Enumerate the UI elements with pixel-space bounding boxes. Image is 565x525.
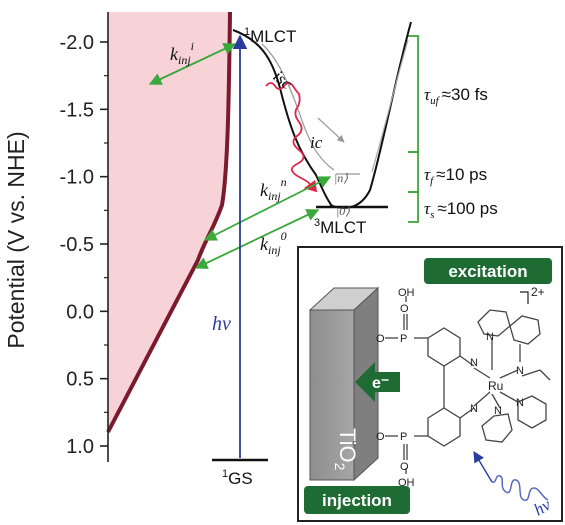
tau-f-label: τf ≈10 ps (424, 165, 487, 187)
ic-label: ic (310, 133, 323, 152)
kinj-n-sup: n (281, 175, 287, 189)
photon-wave (491, 475, 549, 501)
kinj-i-sub: inj (178, 53, 191, 67)
excitation-label: excitation (448, 262, 527, 281)
mlct3-sup: 3 (314, 217, 320, 229)
conduction-band-fill (108, 12, 230, 432)
gs-label: 1GS (222, 468, 253, 488)
photon-arrow (473, 451, 493, 483)
tau-uf-sub: uf (430, 95, 441, 107)
electron-arrow (355, 362, 400, 402)
tau-uf-val: ≈30 fs (442, 85, 488, 104)
kinj-0-label: kinj0 (260, 229, 287, 257)
atom-n3: N (486, 331, 494, 343)
injection-label: injection (322, 491, 392, 510)
vib-n-label: |n⟩ (334, 171, 348, 185)
injection-arrow-i (148, 43, 237, 85)
tio2-sub: 2 (332, 463, 348, 471)
mlct3-text: MLCT (320, 218, 366, 237)
tau-f-sym: τ (424, 165, 431, 184)
tau-s-sym: τ (424, 199, 431, 218)
mlct1-sup: 1 (244, 26, 250, 38)
timescale-brackets (408, 35, 419, 223)
tau-f-sub: f (430, 175, 435, 187)
charge-bracket (520, 291, 529, 304)
kinj-n-sub: inj (268, 189, 281, 203)
mlct1-label: 1MLCT (244, 26, 296, 46)
atom-o-bot: O (400, 461, 409, 473)
y-tick-label: -0.5 (60, 234, 94, 256)
y-tick-label: -1.5 (60, 99, 94, 121)
kinj-n-k: k (260, 180, 269, 200)
atom-n2: N (470, 403, 478, 415)
tau-uf-sym: τ (424, 85, 431, 104)
injection-badge (304, 486, 410, 514)
kinj-n-label: kinjn (260, 175, 287, 203)
tau-s-sub: s (430, 209, 434, 221)
gs-text: GS (228, 469, 253, 488)
inset-panel: excitation injection TiO2 e⁻ (297, 246, 563, 522)
charge-label: 2+ (531, 285, 545, 299)
atom-n4: N (516, 365, 524, 377)
atom-oh-bot: OH (398, 477, 415, 489)
electron-label: e⁻ (372, 375, 389, 392)
excitation-badge (424, 258, 552, 284)
atom-n1: N (470, 357, 478, 369)
atom-oh-top: OH (398, 287, 415, 299)
injection-arrow-0 (194, 209, 320, 269)
y-axis-label: Potential (V vs. NHE) (3, 131, 29, 348)
tio2-label: TiO2 (332, 428, 360, 471)
tau-s-val: ≈100 ps (437, 199, 497, 218)
mlct1-curve-gray (261, 43, 335, 171)
atom-n5: N (516, 397, 524, 409)
isc-wiggle-arrow (265, 82, 318, 193)
mlct3-well-inner (371, 39, 409, 173)
kinj-0-sub: inj (268, 243, 281, 257)
y-tick-label: -2.0 (60, 32, 94, 54)
y-tick-label: 0.5 (66, 369, 94, 391)
tau-s-label: τs ≈100 ps (424, 199, 498, 221)
tio2-main: TiO (335, 428, 360, 463)
kinj-0-k: k (260, 234, 269, 254)
y-axis-ticks: -2.0 -1.5 -1.0 -0.5 0.0 0.5 1.0 (60, 32, 108, 458)
gray-arrow-ic (317, 117, 345, 143)
y-tick-label: 1.0 (66, 436, 94, 458)
hv-label: hν (212, 313, 231, 335)
molecule-bonds (385, 296, 551, 474)
gs-sup: 1 (222, 468, 228, 480)
atom-n6: N (494, 405, 502, 417)
tau-f-val: ≈10 ps (436, 165, 487, 184)
atom-o-top: O (400, 303, 409, 315)
kinj-0-sup: 0 (281, 229, 287, 243)
atom-ru: Ru (488, 379, 503, 393)
kinj-i-label: kinji (170, 39, 194, 67)
atom-o-bot-left: O (376, 431, 385, 443)
y-tick-label: 0.0 (66, 301, 94, 323)
y-tick-label: -1.0 (60, 167, 94, 189)
kinj-i-k: k (170, 44, 179, 64)
vib-0-label: |0⟩ (336, 204, 350, 218)
mlct1-text: MLCT (250, 27, 296, 46)
atom-o-top-left: O (376, 333, 385, 345)
tau-uf-label: τuf ≈30 fs (424, 85, 488, 107)
atom-p-top: P (400, 333, 407, 345)
mlct3-label: 3MLCT (314, 217, 366, 237)
atom-p-bot: P (400, 431, 407, 443)
kinj-i-sup: i (191, 39, 194, 53)
